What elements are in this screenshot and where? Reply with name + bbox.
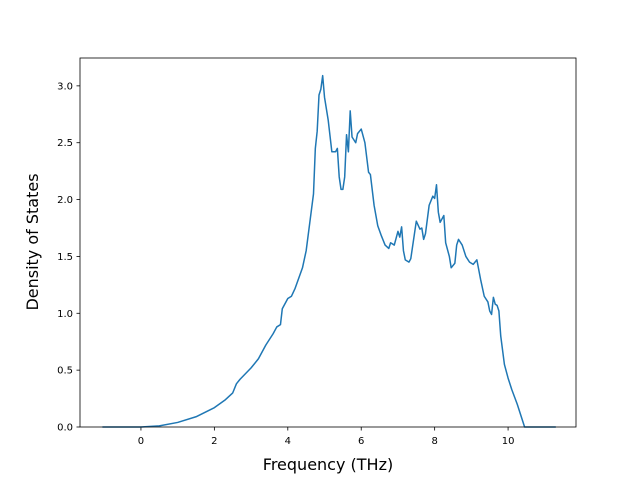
x-tick-label: 2	[211, 436, 217, 447]
y-tick-label: 0.0	[57, 423, 73, 434]
x-tick-label: 10	[502, 436, 515, 447]
y-tick-label: 0.5	[57, 366, 73, 377]
y-tick-label: 3.0	[57, 81, 73, 92]
x-tick-label: 6	[358, 436, 364, 447]
y-axis-label: Density of States	[23, 173, 42, 310]
y-tick-label: 2.5	[57, 138, 73, 149]
line-series	[102, 74, 556, 428]
x-tick-label: 0	[138, 436, 144, 447]
y-tick-label: 2.0	[57, 195, 73, 206]
y-tick-label: 1.5	[57, 252, 73, 263]
x-tick-label: 4	[285, 436, 291, 447]
x-tick-label: 8	[431, 436, 437, 447]
axes-frame	[79, 57, 577, 428]
y-tick-label: 1.0	[57, 309, 73, 320]
x-axis-label: Frequency (THz)	[263, 455, 393, 474]
